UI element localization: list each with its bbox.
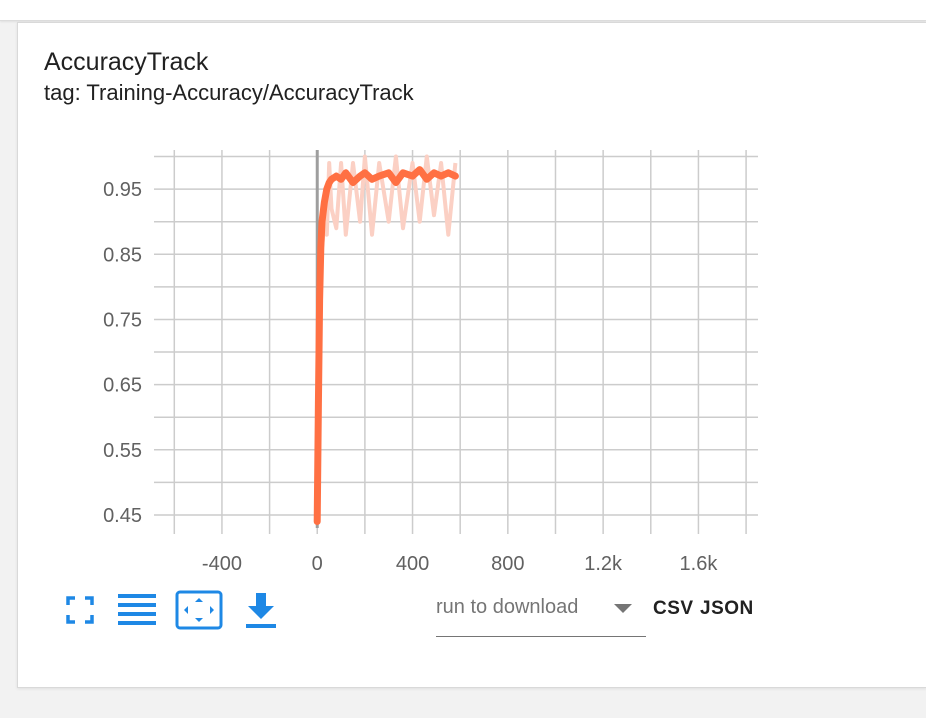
toggle-legend-icon xyxy=(118,594,156,625)
previous-card-edge xyxy=(0,0,926,21)
series-point xyxy=(333,173,339,179)
x-tick-label: 800 xyxy=(491,553,524,575)
series-point xyxy=(324,186,330,192)
chevron-down-icon xyxy=(614,604,632,613)
series-point xyxy=(338,176,344,182)
scalar-chart-card xyxy=(17,22,926,688)
fullscreen-button[interactable] xyxy=(60,588,100,632)
series-point xyxy=(393,180,399,186)
series-point xyxy=(438,173,444,179)
series-point xyxy=(410,173,416,179)
y-tick-label: 0.85 xyxy=(103,244,142,266)
chart-tag: tag: Training-Accuracy/AccuracyTrack xyxy=(44,80,414,105)
y-tick-label: 0.65 xyxy=(103,375,142,397)
series-point xyxy=(369,176,375,182)
series-point xyxy=(318,245,324,251)
x-tick-label: 0 xyxy=(312,553,323,575)
chart-title: AccuracyTrack xyxy=(44,48,209,76)
run-select-placeholder: run to download xyxy=(436,596,579,618)
download-button[interactable] xyxy=(239,588,283,632)
series-point xyxy=(357,173,363,179)
series-point xyxy=(362,170,368,176)
series-point xyxy=(424,176,430,182)
series-point xyxy=(319,219,325,225)
x-tick-label: -400 xyxy=(202,553,242,575)
series-point xyxy=(350,180,356,186)
json-download-link[interactable]: JSON xyxy=(700,598,754,619)
series-point xyxy=(317,297,323,303)
y-tick-label: 0.75 xyxy=(103,309,142,331)
y-tick-label: 0.45 xyxy=(103,505,142,527)
fullscreen-icon xyxy=(66,596,94,624)
series-point xyxy=(452,173,458,179)
series-point xyxy=(445,170,451,176)
fit-domain-button[interactable] xyxy=(174,588,224,632)
series-point xyxy=(417,167,423,173)
series-line-raw xyxy=(315,154,458,522)
csv-download-link[interactable]: CSV xyxy=(653,598,694,619)
x-tick-label: 400 xyxy=(396,553,429,575)
fit-domain-icon xyxy=(175,590,223,630)
series-point xyxy=(343,170,349,176)
series-point xyxy=(376,173,382,179)
toggle-legend-button[interactable] xyxy=(115,588,159,632)
series-point xyxy=(314,518,320,524)
series-point xyxy=(400,170,406,176)
series-point xyxy=(329,176,335,182)
run-to-download-select[interactable]: run to download xyxy=(436,592,646,637)
chart-toolbar xyxy=(60,588,298,632)
x-tick-label: 1.6k xyxy=(680,553,719,575)
y-tick-label: 0.95 xyxy=(103,179,142,201)
download-icon xyxy=(246,593,276,628)
line-chart[interactable]: 0.45 0.55 0.65 0.75 0.85 0.95 -400 0 400 800 1.2k 1… xyxy=(0,130,926,580)
series-point xyxy=(321,199,327,205)
series-point xyxy=(386,170,392,176)
series-point xyxy=(315,401,321,407)
series-point xyxy=(431,170,437,176)
x-tick-label: 1.2k xyxy=(584,553,623,575)
y-tick-label: 0.55 xyxy=(103,440,142,462)
